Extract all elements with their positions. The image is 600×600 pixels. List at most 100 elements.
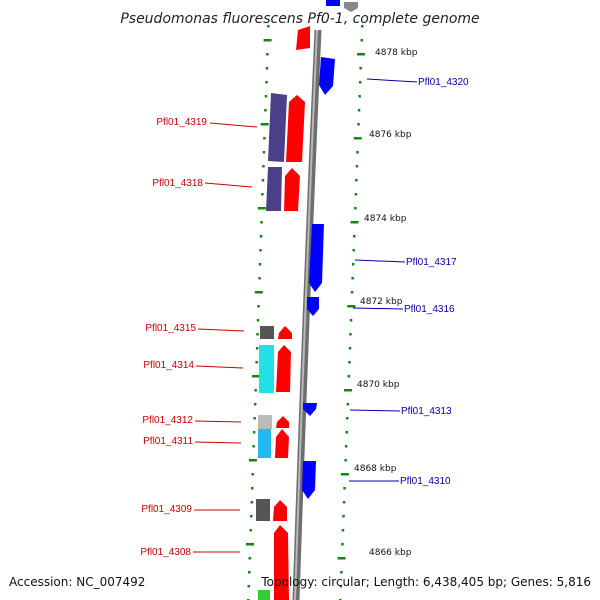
gene-label-4319[interactable]: Pfl01_4319 [156,117,207,128]
accession-text: Accession: NC_007492 [9,575,145,589]
gene-label-4310[interactable]: Pfl01_4310 [400,476,451,487]
minor-tick [339,585,343,588]
minor-tick [359,67,362,70]
minor-tick [253,403,257,406]
minor-tick [261,179,265,182]
major-tick [337,557,346,560]
minor-tick [355,165,359,168]
reverse-gene-arrow-4319[interactable] [286,95,305,162]
reverse-gene-arrow-4312[interactable] [276,416,289,428]
label-leader-4314 [195,365,244,369]
minor-tick [351,277,354,280]
topology-text: Topology: circular; Length: 6,438,405 bp… [260,575,591,589]
minor-tick [251,487,254,490]
minor-tick [348,361,351,364]
reverse-gene-arrow-4318[interactable] [284,168,300,211]
minor-tick [263,137,266,140]
forward-gene-arrow-4316[interactable] [307,297,319,316]
right-gene-labels: Pfl01_4320 Pfl01_4317 Pfl01_4316 Pfl01_4… [349,77,469,487]
minor-tick [265,81,268,84]
gene-label-4309[interactable]: Pfl01_4309 [141,504,192,515]
reverse-gene-arrow-top[interactable] [296,26,310,50]
cog-block-4314[interactable] [259,345,274,393]
label-leader-4320 [366,78,418,83]
scale-label: 4872 kbp [360,297,403,307]
cog-block-4312[interactable] [258,415,272,429]
minor-tick [354,207,357,210]
gene-arrow-top-grey[interactable] [344,2,358,12]
minor-tick [253,417,256,420]
cog-block-4311[interactable] [258,429,271,458]
minor-tick [255,361,258,364]
gene-label-4320[interactable]: Pfl01_4320 [418,77,469,88]
forward-gene-arrow-4310[interactable] [302,461,316,499]
reverse-gene-arrow-4311[interactable] [275,429,289,458]
gene-label-4316[interactable]: Pfl01_4316 [404,304,455,315]
minor-tick [257,305,260,308]
minor-tick [267,25,270,28]
minor-tick [358,95,361,98]
minor-tick [259,249,262,252]
major-tick [344,389,353,392]
reverse-gene-arrow-4314[interactable] [276,345,291,392]
map-title: Pseudomonas fluorescens Pf0-1, complete … [120,11,479,27]
minor-tick [356,151,359,154]
minor-tick [361,25,364,28]
reverse-gene-arrow-4309[interactable] [273,500,287,521]
minor-tick [247,585,250,588]
gene-label-4312[interactable]: Pfl01_4312 [142,415,193,426]
minor-tick [341,543,344,546]
minor-tick [256,333,259,336]
forward-gene-arrow-4317[interactable] [309,224,324,292]
minor-tick [248,571,251,574]
forward-gene-arrow-top[interactable] [326,0,340,6]
minor-tick [262,165,265,168]
minor-tick [342,515,345,518]
gene-label-4318[interactable]: Pfl01_4318 [152,178,203,189]
gene-label-4315[interactable]: Pfl01_4315 [145,323,196,334]
cog-block-4315[interactable] [260,326,274,339]
label-leader-4315 [197,328,245,332]
label-leader-4316 [352,307,404,310]
reverse-gene-arrow-4308[interactable] [274,525,289,600]
major-tick [263,39,272,42]
gene-label-4313[interactable]: Pfl01_4313 [401,406,452,417]
reverse-gene-arrow-4315[interactable] [278,326,292,339]
minor-tick [259,235,263,238]
major-tick [347,305,356,308]
genome-backbone-highlight [294,29,318,600]
gene-label-4308[interactable]: Pfl01_4308 [140,547,191,558]
major-tick [260,123,269,126]
cog-block-4319[interactable] [268,93,287,162]
forward-gene-arrow-4320[interactable] [319,57,335,95]
gene-label-4317[interactable]: Pfl01_4317 [406,257,457,268]
tick-track-right [337,25,365,600]
minor-tick [249,529,252,532]
minor-tick [255,347,259,350]
minor-tick [250,515,253,518]
major-tick [251,375,260,378]
minor-tick [347,375,351,378]
minor-tick [344,459,347,462]
minor-tick [260,221,263,224]
minor-tick [261,193,264,196]
minor-tick [357,109,361,112]
minor-tick [265,67,269,70]
gene-label-4311[interactable]: Pfl01_4311 [143,436,193,447]
minor-tick [264,109,267,112]
scale-label: 4866 kbp [369,548,412,558]
label-leader-4311 [194,441,242,444]
cog-block-bottom[interactable] [258,590,270,600]
cog-block-4309[interactable] [256,499,270,521]
cog-block-4318[interactable] [266,167,282,211]
major-tick [350,221,359,224]
label-leader-4313 [349,409,401,412]
forward-gene-arrow-4313[interactable] [303,403,317,416]
scale-label: 4874 kbp [364,214,407,224]
gene-label-4314[interactable]: Pfl01_4314 [143,360,194,371]
label-leader-4317 [354,259,406,263]
minor-tick [251,473,254,476]
minor-tick [258,277,261,280]
scale-label: 4868 kbp [354,464,397,474]
